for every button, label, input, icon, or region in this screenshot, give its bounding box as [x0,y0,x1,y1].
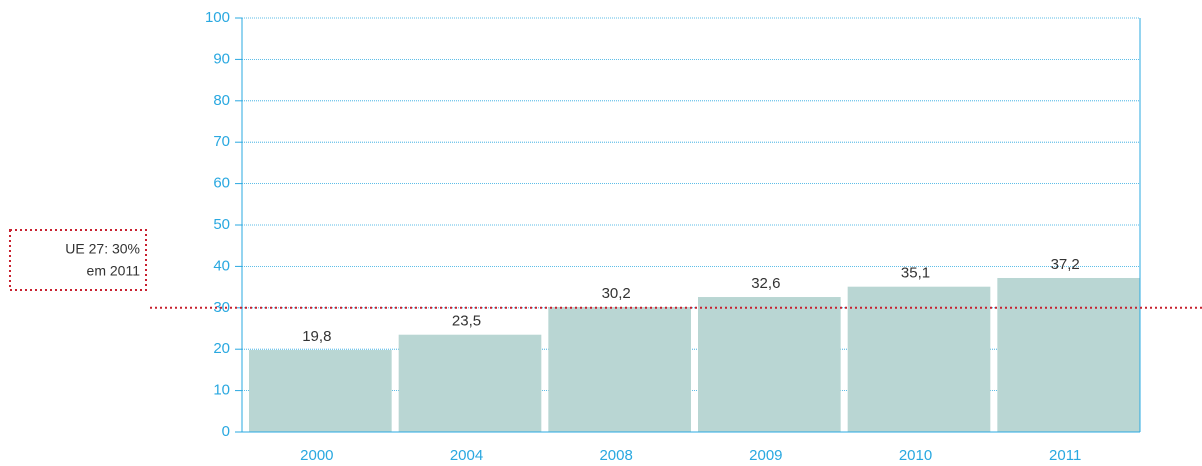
annotation-line: em 2011 [87,263,141,279]
value-label: 30,2 [602,285,631,302]
x-tick-label: 2010 [899,447,932,464]
bar [548,306,691,432]
y-tick-label: 100 [205,9,230,26]
x-tick-label: 2004 [450,447,483,464]
value-label: 37,2 [1051,256,1080,273]
bar [698,297,841,432]
value-label: 35,1 [901,265,930,282]
annotation-box [9,229,147,291]
value-label: 23,5 [452,313,481,330]
x-tick-label: 2008 [599,447,632,464]
bar [398,334,542,432]
y-tick-label: 10 [213,382,230,399]
value-label: 19,8 [302,328,331,345]
x-tick-label: 2009 [749,447,782,464]
y-tick-label: 80 [213,92,230,109]
bar [249,350,392,432]
bar [847,286,991,432]
y-tick-label: 70 [213,133,230,150]
y-tick-label: 40 [213,257,230,274]
y-tick-label: 0 [222,423,230,440]
y-tick-label: 60 [213,175,230,192]
y-tick-label: 20 [213,340,230,357]
value-label: 32,6 [751,275,780,292]
x-tick-label: 2000 [300,447,333,464]
x-tick-label: 2011 [1049,447,1081,464]
y-tick-label: 90 [213,50,230,67]
annotation-line: UE 27: 30% [65,241,140,257]
y-tick-label: 50 [213,216,230,233]
bar [997,277,1140,432]
